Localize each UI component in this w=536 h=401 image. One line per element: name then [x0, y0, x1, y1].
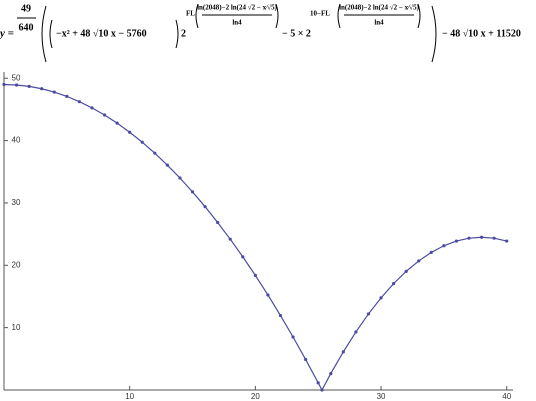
- point: [90, 106, 94, 110]
- formula-part: − 48 √10 x + 11520: [442, 28, 521, 39]
- y-tick-label: 50: [12, 73, 21, 82]
- x-tick-label: 20: [251, 392, 260, 401]
- paren: [417, 3, 421, 29]
- point: [505, 239, 509, 243]
- point: [14, 83, 19, 87]
- point: [454, 239, 459, 243]
- paren: [41, 5, 47, 63]
- point: [40, 87, 44, 91]
- line: [3, 83, 507, 392]
- point: [216, 220, 220, 225]
- formula-part: 49: [21, 3, 31, 14]
- x-tick-label: 40: [502, 392, 511, 401]
- point: [354, 330, 358, 334]
- point: [178, 176, 182, 180]
- point: [379, 296, 383, 300]
- formula-part: FL: [186, 10, 195, 18]
- point: [77, 100, 82, 104]
- formula-part: − 5 × 2: [282, 28, 311, 39]
- y-tick-label: 20: [12, 260, 21, 269]
- point: [266, 293, 270, 297]
- point: [128, 130, 132, 134]
- formula-part: ln4: [232, 19, 242, 27]
- point: [467, 236, 471, 240]
- y-tick-label: 10: [12, 323, 21, 332]
- paren: [337, 3, 341, 29]
- point: [329, 372, 333, 376]
- point: [479, 235, 484, 239]
- point: [392, 282, 396, 286]
- point: [115, 121, 119, 125]
- point: [190, 190, 195, 194]
- formula: [17, 3, 437, 63]
- x-tick-label: 10: [125, 392, 134, 401]
- point: [140, 140, 144, 144]
- point: [492, 236, 496, 240]
- paren: [175, 19, 179, 49]
- point: [417, 259, 421, 263]
- point: [429, 250, 433, 254]
- formula-part: 10−FL: [310, 10, 330, 18]
- y-tick-label: 30: [12, 198, 21, 207]
- paren: [49, 19, 53, 49]
- point: [203, 205, 207, 209]
- point: [102, 113, 107, 117]
- point: [241, 255, 245, 259]
- point: [442, 244, 446, 248]
- point: [366, 312, 371, 316]
- formula-part: y =: [0, 28, 14, 40]
- paren: [431, 5, 437, 63]
- formula-part: 640: [19, 22, 34, 33]
- point: [165, 163, 169, 167]
- point: [316, 381, 320, 385]
- point: [278, 313, 283, 318]
- point: [404, 269, 408, 273]
- point: [253, 273, 257, 277]
- point: [341, 350, 345, 354]
- point: [65, 94, 69, 98]
- paren: [195, 3, 199, 29]
- paren: [275, 3, 279, 29]
- point: [228, 237, 232, 241]
- point: [52, 90, 56, 94]
- x-tick-label: 30: [377, 392, 386, 401]
- formula-part: ln(2048)−2 ln(24 √2 − x⁄√5): [197, 4, 277, 12]
- point: [304, 357, 308, 362]
- formula-part: ln(2048)−2 ln(24 √2 − x⁄√5): [339, 4, 419, 12]
- formula-part: −x² + 48 √10 x − 5760: [56, 28, 147, 39]
- y-tick-label: 40: [12, 136, 21, 145]
- point: [320, 388, 324, 392]
- point: [2, 82, 6, 87]
- point: [291, 335, 295, 339]
- point: [27, 84, 31, 89]
- point: [153, 151, 157, 155]
- formula-part: ln4: [374, 19, 384, 27]
- formula-part: 2: [181, 28, 186, 39]
